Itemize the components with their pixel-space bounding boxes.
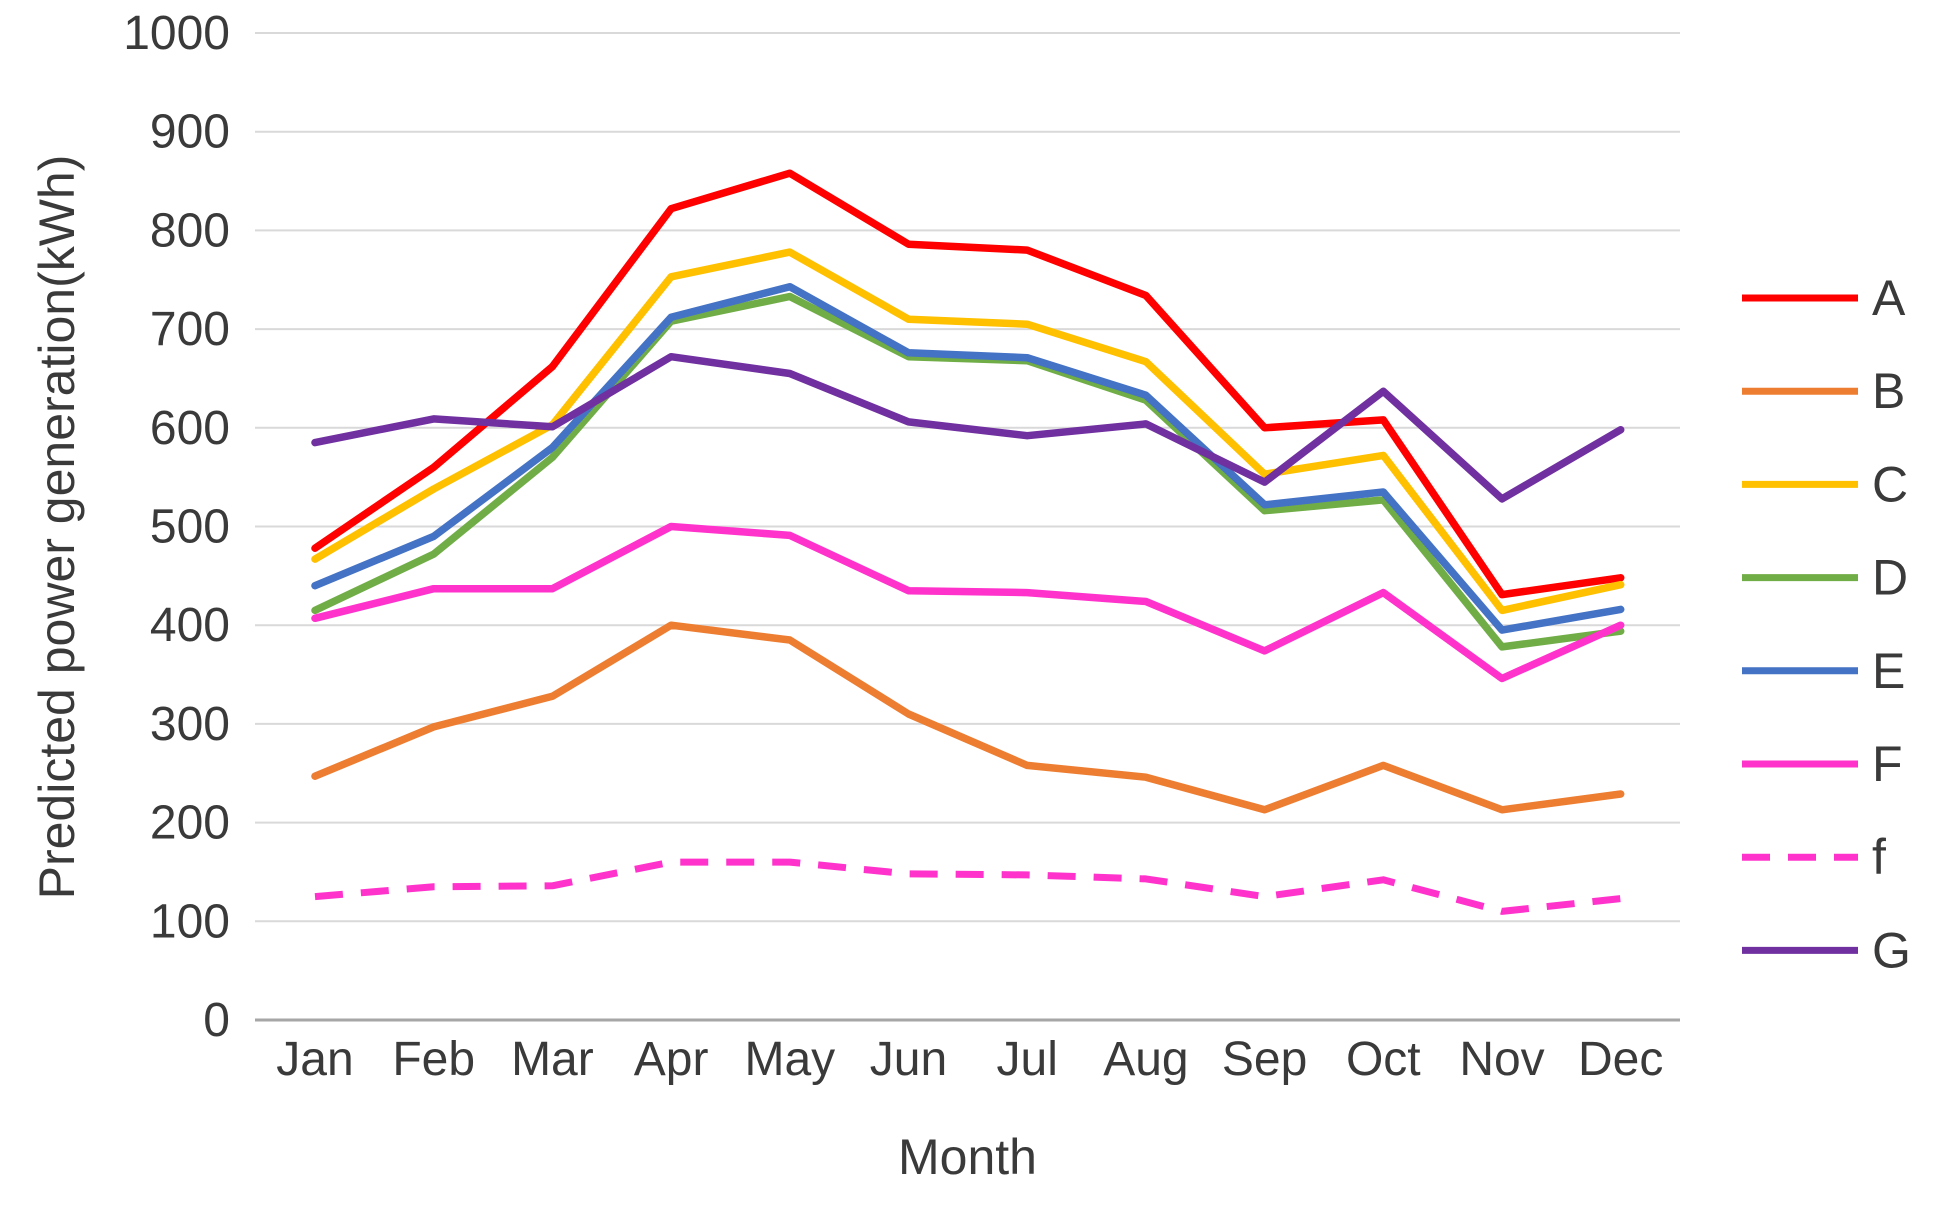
legend-label-C: C [1872,456,1908,512]
x-tick-label: Oct [1346,1033,1421,1086]
x-tick-label: Mar [511,1033,594,1086]
x-tick-label: Aug [1103,1033,1188,1086]
y-tick-label: 400 [150,599,230,652]
legend-label-G: G [1872,922,1911,978]
series-line-E [311,282,1625,634]
legend-label-E: E [1872,643,1905,699]
y-tick-label: 100 [150,895,230,948]
y-tick-label: 700 [150,303,230,356]
y-tick-label: 1000 [123,7,230,60]
series-line-A [311,169,1625,599]
x-tick-label: Dec [1578,1033,1663,1086]
x-tick-label: Jul [997,1033,1058,1086]
x-axis-title: Month [898,1129,1037,1185]
x-tick-label: Feb [392,1033,475,1086]
series-line-f [314,858,1622,915]
x-tick-label: May [744,1033,835,1086]
y-tick-label: 300 [150,698,230,751]
series-line-F [311,522,1625,683]
y-tick-labels-group: 0 100 200 300 400 500 600 700 800 900 1000 [123,7,230,1047]
gridlines-group [255,32,1680,1022]
series-line-B [311,621,1625,814]
y-tick-label: 0 [203,994,230,1047]
legend-label-f: f [1872,829,1886,885]
legend-label-F: F [1872,736,1903,792]
x-tick-label: Jan [276,1033,353,1086]
y-tick-label: 900 [150,106,230,159]
x-tick-labels-group: Jan Feb Mar Apr May Jun Jul Aug Sep Oct Nov Dec [276,1033,1663,1086]
x-tick-label: Sep [1222,1033,1307,1086]
x-tick-label: Apr [634,1033,709,1086]
y-tick-label: 800 [150,204,230,257]
y-tick-label: 200 [150,797,230,850]
legend-label-B: B [1872,363,1905,419]
y-tick-label: 500 [150,501,230,554]
series-line-G [311,352,1625,503]
x-tick-label: Jun [870,1033,947,1086]
legend-label-D: D [1872,550,1908,606]
series-group [311,169,1625,915]
y-axis-title: Predicted power generation(kWh) [29,154,85,900]
series-line-C [311,248,1625,615]
legend-label-A: A [1872,270,1906,326]
y-tick-label: 600 [150,402,230,455]
x-tick-label: Nov [1459,1033,1544,1086]
